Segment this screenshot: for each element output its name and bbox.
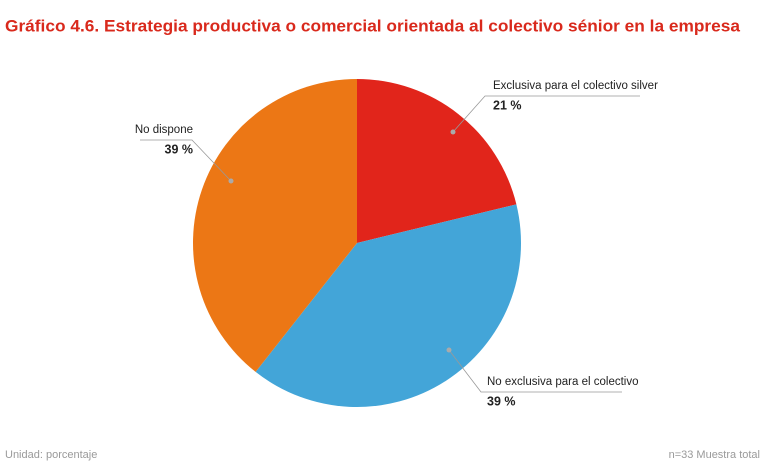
pie-slice — [357, 79, 517, 243]
value-label: 21 % — [493, 98, 522, 112]
slice-label: Exclusiva para el colectivo silver — [493, 80, 658, 92]
sample-note: n=33 Muestra total — [669, 449, 760, 461]
slice-label: No dispone — [135, 124, 193, 136]
leader-line — [452, 95, 640, 133]
leader-dot — [450, 129, 456, 135]
pie-slice — [192, 79, 357, 372]
leader-dot — [228, 178, 234, 184]
value-label: 39 % — [487, 394, 516, 408]
unit-note: Unidad: porcentaje — [5, 449, 97, 461]
slice-label: No exclusiva para el colectivo — [487, 376, 639, 388]
chart-title: Gráfico 4.6. Estrategia productiva o com… — [5, 17, 741, 35]
pie-slice — [255, 204, 521, 407]
leader-dot — [446, 347, 452, 353]
leader-line — [448, 349, 622, 393]
value-label: 39 % — [165, 142, 194, 156]
leader-line — [140, 139, 232, 182]
